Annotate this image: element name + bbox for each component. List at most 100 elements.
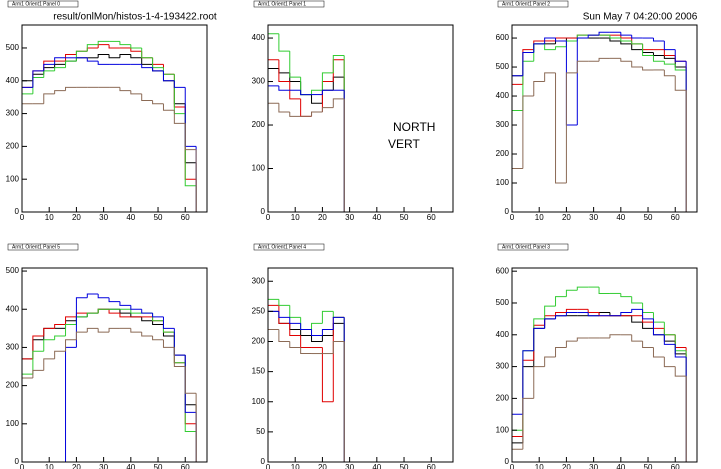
histogram-step [289, 81, 301, 100]
histogram-step [332, 322, 345, 336]
histogram-step [685, 350, 697, 463]
histogram-step [642, 322, 654, 329]
histogram-step [642, 302, 654, 314]
histogram-step [652, 38, 665, 42]
panel-title: Arm1 Orient1 Panel 1 [258, 1, 306, 7]
y-tick-label: 100 [6, 174, 20, 183]
x-tick-label: 40 [126, 463, 135, 469]
histogram-step [587, 309, 600, 314]
histogram-step [321, 72, 334, 91]
histogram-step [321, 107, 334, 112]
histogram-step [97, 61, 110, 65]
histogram-step [642, 309, 654, 320]
histogram-step [631, 40, 643, 45]
histogram-step [533, 43, 545, 53]
histogram-step [289, 111, 301, 117]
x-tick-label: 60 [671, 463, 680, 469]
histogram-step [343, 317, 356, 463]
x-tick-label: 40 [616, 213, 625, 222]
y-tick-label: 400 [6, 304, 20, 313]
y-tick-label: 300 [496, 362, 510, 371]
series-group [22, 293, 207, 463]
histogram-step [512, 442, 523, 462]
histogram-step [32, 76, 44, 94]
histogram-step [631, 296, 643, 304]
histogram-step [522, 350, 534, 431]
x-tick-label: 50 [154, 463, 163, 469]
histogram-step [75, 331, 88, 340]
x-tick-label: 20 [318, 213, 327, 222]
histogram-step [544, 72, 556, 82]
histogram-step [22, 80, 33, 212]
y-tick-label: 500 [496, 298, 510, 307]
histogram-step [522, 60, 534, 111]
histogram-step [332, 316, 345, 330]
histogram-step [97, 44, 110, 48]
histogram-step [162, 103, 175, 111]
panel-title-box [7, 0, 79, 8]
histogram-step [173, 332, 186, 364]
histogram-step [663, 357, 676, 368]
histogram-step [195, 431, 207, 463]
y-tick-label: 0 [261, 457, 266, 466]
histogram-step [173, 347, 186, 368]
histogram-step [184, 103, 197, 164]
histogram-step [184, 362, 197, 432]
histogram-step [533, 318, 545, 351]
histogram-step [332, 98, 345, 108]
histogram-step [289, 323, 301, 330]
histogram-step [565, 40, 578, 126]
histogram-step [663, 69, 676, 77]
histogram-step [195, 146, 207, 213]
histogram-step [162, 67, 175, 75]
panel-title-box [253, 0, 325, 8]
x-tick-label: 50 [154, 213, 163, 222]
histogram-step [289, 341, 301, 349]
x-tick-label: 10 [535, 463, 544, 469]
plot-frame [511, 267, 698, 463]
histogram-step [642, 67, 654, 71]
histogram-step [512, 75, 523, 212]
histogram-step [631, 43, 643, 51]
histogram-step [555, 347, 567, 358]
histogram-step [652, 312, 665, 323]
x-tick-label: 40 [616, 463, 625, 469]
panel-title-box [497, 243, 569, 251]
y-tick-label: 400 [252, 33, 266, 42]
histogram-step [300, 90, 312, 96]
histogram-step [130, 328, 142, 333]
histogram-step [631, 315, 643, 323]
x-tick-label: 0 [20, 463, 25, 469]
histogram-step [43, 93, 55, 104]
histogram-step [195, 149, 207, 213]
histogram-step [565, 340, 578, 348]
x-tick-label: 60 [181, 463, 190, 469]
histogram-step [65, 86, 77, 91]
histogram-step [565, 312, 578, 316]
histogram-step [22, 373, 33, 462]
histogram-step [32, 70, 44, 88]
histogram-step [565, 308, 578, 313]
histogram-step [674, 58, 687, 68]
histogram-step [173, 335, 186, 356]
histogram-step [332, 316, 345, 402]
x-tick-label: 30 [99, 463, 108, 469]
y-tick-label: 200 [496, 394, 510, 403]
histogram-step [173, 74, 186, 108]
histogram-step [278, 299, 290, 306]
histogram-step [162, 320, 175, 333]
series-group [22, 40, 207, 213]
histogram-step [544, 43, 556, 51]
histogram-step [195, 185, 207, 213]
histogram-step [674, 55, 687, 62]
histogram-step [321, 89, 334, 104]
histogram-step [321, 310, 334, 324]
histogram-step [642, 43, 654, 51]
y-tick-label: 100 [6, 419, 20, 428]
y-tick-label: 500 [6, 43, 20, 52]
histogram-step [512, 429, 523, 462]
histogram-step [278, 85, 290, 91]
histogram-step [609, 38, 621, 42]
histogram-step [141, 57, 153, 65]
